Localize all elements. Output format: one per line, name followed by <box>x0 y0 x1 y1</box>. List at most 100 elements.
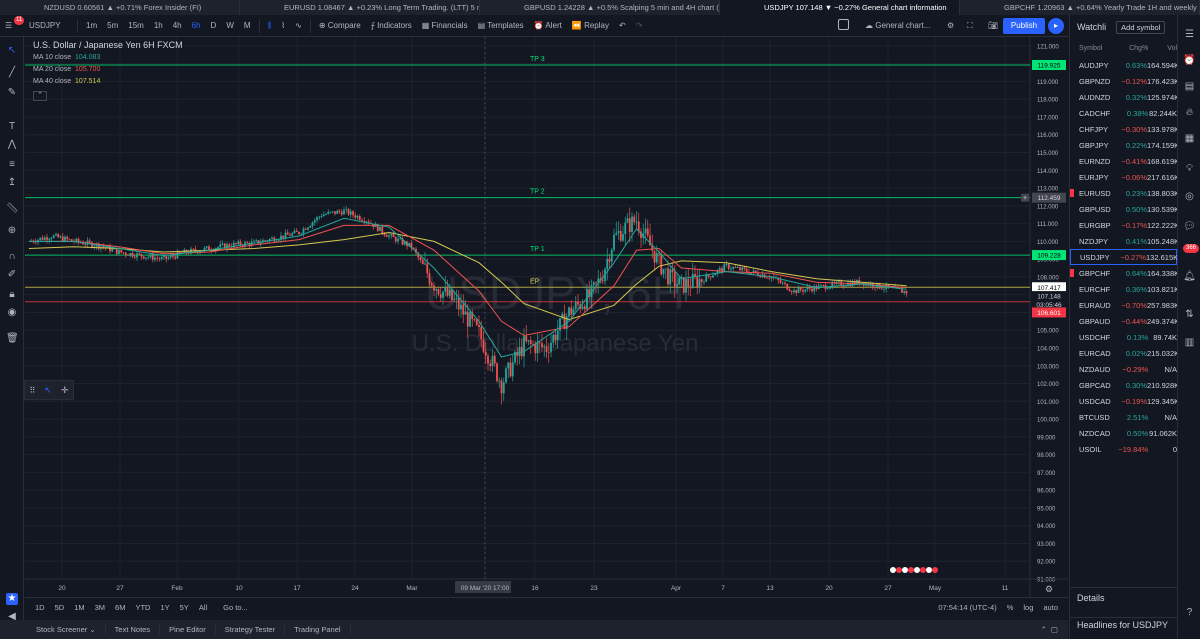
ideas-icon[interactable]: 💡︎ <box>1186 163 1193 174</box>
fullscreen-icon[interactable]: ⛶ <box>967 20 973 30</box>
lock-icon[interactable]: 🔒︎ <box>9 289 15 300</box>
floating-toolbar[interactable]: ⠿ ↖ ✛ <box>24 380 74 400</box>
undo-icon[interactable]: ↶ <box>618 20 626 30</box>
layout-name[interactable]: ☁ General chart... <box>860 15 935 37</box>
watchlist-row[interactable]: USOIL −19.84% 0 <box>1070 441 1177 457</box>
watchlist-row[interactable]: EURUSD 0.23% 138.803K <box>1070 185 1179 201</box>
tab-stock-screener[interactable]: Stock Screener ⌄ <box>0 625 106 634</box>
notifications-icon[interactable]: 🔔︎ <box>1183 271 1196 282</box>
interval-4h[interactable]: 4h <box>172 20 182 30</box>
settings-icon[interactable]: ⚙ <box>947 20 955 30</box>
economic-event-icon[interactable] <box>890 567 896 573</box>
watchlist-row[interactable]: EURCHF 0.36% 103.821K <box>1070 281 1179 297</box>
camera-icon[interactable]: 📷︎ <box>988 20 999 30</box>
add-level-plus-icon[interactable] <box>1021 193 1029 202</box>
tab-trading-panel[interactable]: Trading Panel <box>285 625 351 634</box>
streams-icon[interactable]: ◎ <box>1185 191 1194 202</box>
watchlist-icon[interactable]: ☰ <box>1185 29 1194 40</box>
line-type-icon[interactable]: ∿ <box>295 20 302 30</box>
add-symbol-button[interactable]: Add symbol <box>1116 20 1166 34</box>
hotlist-icon[interactable]: 🔥︎ <box>1185 107 1194 118</box>
watchlist-row[interactable]: USDJPY −0.27% 132.615K <box>1070 249 1178 265</box>
watchlist-row[interactable]: AUDNZD 0.32% 125.974K <box>1070 89 1179 105</box>
tab-pine-editor[interactable]: Pine Editor <box>160 625 216 634</box>
hide-toolbar-icon[interactable]: ◀ <box>8 611 16 622</box>
ticker-tab[interactable]: GBPUSD 1.24228 ▲ +0.5% Scalping 5 min an… <box>480 0 720 15</box>
range-5d[interactable]: 5D <box>54 603 65 612</box>
goto-button[interactable]: Go to... <box>223 603 248 612</box>
fib-icon[interactable]: ≡ <box>9 159 15 170</box>
economic-event-icon[interactable] <box>914 567 920 573</box>
collapse-legend-icon[interactable]: ⌃ <box>33 91 47 101</box>
watchlist-row[interactable]: GBPUSD 0.50% 130.539K <box>1070 201 1179 217</box>
interval-w[interactable]: W <box>226 20 234 30</box>
pencil-lock-icon[interactable]: ✐ <box>7 269 17 280</box>
ticker-tab[interactable]: GBPCHF 1.20963 ▲ +0.64% Yearly Trade 1H … <box>960 0 1200 15</box>
watchlist-row[interactable]: GBPCAD 0.30% 210.928K <box>1070 377 1179 393</box>
maximize-icon[interactable]: ▢ <box>1050 625 1058 634</box>
watchlist-row[interactable]: CHFJPY −0.30% 133.978K <box>1070 121 1179 137</box>
range-6m[interactable]: 6M <box>115 603 126 612</box>
tab-strategy-tester[interactable]: Strategy Tester <box>216 625 286 634</box>
eye-icon[interactable]: ◉ <box>7 307 17 318</box>
candle-type-icon[interactable]: ⫼ <box>267 20 272 30</box>
watchlist-row[interactable]: BTCUSD 2.51% N/A <box>1070 409 1177 425</box>
economic-event-icon[interactable] <box>932 567 938 573</box>
auto-toggle[interactable]: auto <box>1043 603 1058 612</box>
watchlist-row[interactable]: EURNZD −0.41% 168.619K <box>1070 153 1179 169</box>
layout-icon[interactable] <box>838 19 849 30</box>
zoom-icon[interactable]: ⊕ <box>7 225 17 236</box>
forecast-icon[interactable]: ↥ <box>7 177 17 188</box>
crosshair-icon[interactable]: ✛ <box>60 384 69 395</box>
watchlist-row[interactable]: AUDJPY 0.63% 164.594K <box>1070 57 1179 73</box>
financials-button[interactable]: ▦ Financials <box>417 15 473 37</box>
templates-button[interactable]: ▤ Templates <box>473 15 529 37</box>
interval-5m[interactable]: 5m <box>107 20 119 30</box>
watchlist-row[interactable]: GBPCHF 0.64% 164.338K <box>1070 265 1179 281</box>
help-icon[interactable]: ? <box>1186 607 1193 618</box>
range-1y[interactable]: 1Y <box>160 603 170 612</box>
dom-icon[interactable]: ▥ <box>1184 337 1195 348</box>
chat-icon[interactable]: 💬︎ <box>1183 221 1196 232</box>
watchlist-row[interactable]: EURAUD −0.70% 257.983K <box>1070 297 1179 313</box>
column-chg[interactable]: Chg% <box>1129 44 1149 52</box>
log-toggle[interactable]: log <box>1023 603 1034 612</box>
symbol-search[interactable]: USDJPY <box>29 20 61 30</box>
details-section[interactable]: Details <box>1070 587 1177 609</box>
economic-event-icon[interactable] <box>926 567 932 573</box>
range-5y[interactable]: 5Y <box>179 603 189 612</box>
alerts-icon[interactable]: ⏰ <box>1183 55 1196 66</box>
headlines-section[interactable]: Headlines for USDJPY <box>1070 617 1177 639</box>
range-1m[interactable]: 1M <box>74 603 85 612</box>
watchlist-row[interactable]: GBPJPY 0.22% 174.159K <box>1070 137 1179 153</box>
cursor-icon[interactable]: ↖ <box>7 45 17 56</box>
watchlist-row[interactable]: EURGBP −0.17% 122.222K <box>1070 217 1179 233</box>
alert-button[interactable]: ⏰ Alert <box>529 15 567 37</box>
chevron-up-icon[interactable]: ⌃ <box>1040 625 1047 634</box>
magnet-icon[interactable]: ∩ <box>8 251 16 262</box>
column-symbol[interactable]: Symbol <box>1079 44 1103 52</box>
range-1d[interactable]: 1D <box>35 603 45 612</box>
calendar-icon[interactable]: ▦ <box>1184 133 1195 144</box>
menu-icon[interactable]: ☰ 11 <box>5 15 25 30</box>
column-vol[interactable]: Vol <box>1167 44 1178 52</box>
watchlist-row[interactable]: NZDJPY 0.41% 105.248K <box>1070 233 1179 249</box>
flag-icon[interactable] <box>1070 269 1074 277</box>
bars-type-icon[interactable]: ⌇ <box>281 20 286 30</box>
publish-button[interactable]: Publish <box>1003 18 1045 34</box>
interval-m[interactable]: M <box>243 20 251 30</box>
redo-icon[interactable]: ↷ <box>635 20 643 30</box>
brush-icon[interactable]: ✎ <box>7 87 17 98</box>
watchlist-row[interactable]: CADCHF 0.38% 82.244K <box>1070 105 1177 121</box>
tab-text-notes[interactable]: Text Notes <box>106 625 161 634</box>
ticker-tab-active[interactable]: USDJPY 107.148 ▼ −0.27% General chart in… <box>720 0 960 15</box>
trash-icon[interactable]: 🗑︎ <box>6 333 19 344</box>
pattern-icon[interactable]: ⋀ <box>7 139 17 150</box>
range-3m[interactable]: 3M <box>94 603 106 612</box>
watchlist-row[interactable]: GBPAUD −0.44% 249.374K <box>1070 313 1179 329</box>
play-icon[interactable]: ▸ <box>1048 18 1064 34</box>
flag-icon[interactable] <box>1070 189 1074 197</box>
economic-event-icon[interactable] <box>896 567 902 573</box>
watchlist-row[interactable]: NZDCAD 0.50% 91.062K <box>1070 425 1177 441</box>
replay-button[interactable]: ⏪ Replay <box>567 15 614 37</box>
